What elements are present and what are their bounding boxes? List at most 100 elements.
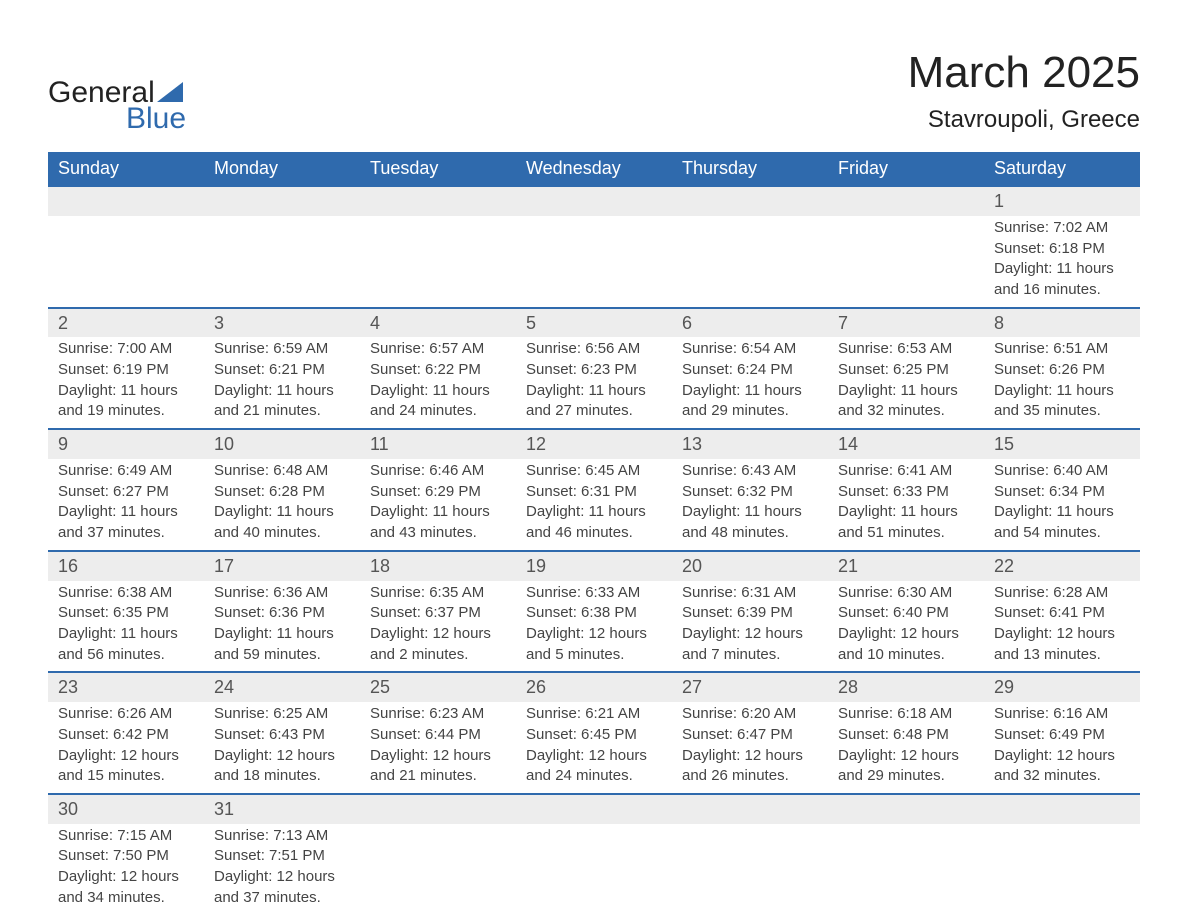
day-number-cell: 15 xyxy=(984,429,1140,459)
day-number-cell: 25 xyxy=(360,672,516,702)
day-number-cell: 2 xyxy=(48,308,204,338)
weekday-header: Friday xyxy=(828,152,984,186)
day-data-cell: Sunrise: 6:51 AMSunset: 6:26 PMDaylight:… xyxy=(984,337,1140,429)
daylight-line: Daylight: 11 hours and 43 minutes. xyxy=(370,502,506,543)
day-data-cell xyxy=(516,216,672,308)
day-number-cell: 21 xyxy=(828,551,984,581)
day-number-cell: 8 xyxy=(984,308,1140,338)
day-number-cell xyxy=(48,186,204,216)
daylight-line: Daylight: 12 hours and 15 minutes. xyxy=(58,746,194,787)
daylight-line: Daylight: 12 hours and 5 minutes. xyxy=(526,624,662,665)
day-number-cell: 3 xyxy=(204,308,360,338)
sunset-line: Sunset: 6:45 PM xyxy=(526,725,662,746)
sunrise-line: Sunrise: 6:31 AM xyxy=(682,583,818,604)
calendar-header-row: SundayMondayTuesdayWednesdayThursdayFrid… xyxy=(48,152,1140,186)
sunset-line: Sunset: 6:47 PM xyxy=(682,725,818,746)
day-number-cell: 18 xyxy=(360,551,516,581)
daylight-line: Daylight: 12 hours and 26 minutes. xyxy=(682,746,818,787)
weekday-header: Saturday xyxy=(984,152,1140,186)
daylight-line: Daylight: 11 hours and 32 minutes. xyxy=(838,381,974,422)
daylight-line: Daylight: 11 hours and 21 minutes. xyxy=(214,381,350,422)
daylight-line: Daylight: 12 hours and 2 minutes. xyxy=(370,624,506,665)
sunrise-line: Sunrise: 6:35 AM xyxy=(370,583,506,604)
daylight-line: Daylight: 11 hours and 29 minutes. xyxy=(682,381,818,422)
sunrise-line: Sunrise: 6:26 AM xyxy=(58,704,194,725)
sunrise-line: Sunrise: 6:43 AM xyxy=(682,461,818,482)
sunset-line: Sunset: 6:36 PM xyxy=(214,603,350,624)
daylight-line: Daylight: 11 hours and 35 minutes. xyxy=(994,381,1130,422)
sunrise-line: Sunrise: 6:54 AM xyxy=(682,339,818,360)
sunrise-line: Sunrise: 6:28 AM xyxy=(994,583,1130,604)
day-number-cell: 31 xyxy=(204,794,360,824)
day-number-cell: 28 xyxy=(828,672,984,702)
sunset-line: Sunset: 6:43 PM xyxy=(214,725,350,746)
daylight-line: Daylight: 11 hours and 51 minutes. xyxy=(838,502,974,543)
day-number-cell: 29 xyxy=(984,672,1140,702)
day-number-row: 2345678 xyxy=(48,308,1140,338)
daylight-line: Daylight: 11 hours and 40 minutes. xyxy=(214,502,350,543)
day-data-cell: Sunrise: 6:59 AMSunset: 6:21 PMDaylight:… xyxy=(204,337,360,429)
sunset-line: Sunset: 6:38 PM xyxy=(526,603,662,624)
day-number-cell: 13 xyxy=(672,429,828,459)
day-data-cell xyxy=(984,824,1140,915)
day-data-cell: Sunrise: 6:28 AMSunset: 6:41 PMDaylight:… xyxy=(984,581,1140,673)
sunset-line: Sunset: 6:32 PM xyxy=(682,482,818,503)
day-data-cell xyxy=(672,824,828,915)
daylight-line: Daylight: 11 hours and 27 minutes. xyxy=(526,381,662,422)
sunrise-line: Sunrise: 6:21 AM xyxy=(526,704,662,725)
day-data-cell: Sunrise: 6:38 AMSunset: 6:35 PMDaylight:… xyxy=(48,581,204,673)
page-title: March 2025 xyxy=(908,48,1140,98)
sunrise-line: Sunrise: 7:02 AM xyxy=(994,218,1130,239)
day-data-cell: Sunrise: 6:54 AMSunset: 6:24 PMDaylight:… xyxy=(672,337,828,429)
sunset-line: Sunset: 6:23 PM xyxy=(526,360,662,381)
daylight-line: Daylight: 12 hours and 18 minutes. xyxy=(214,746,350,787)
sunrise-line: Sunrise: 6:53 AM xyxy=(838,339,974,360)
day-number-cell xyxy=(984,794,1140,824)
sunset-line: Sunset: 6:24 PM xyxy=(682,360,818,381)
daylight-line: Daylight: 12 hours and 34 minutes. xyxy=(58,867,194,908)
day-number-cell: 20 xyxy=(672,551,828,581)
day-number-cell: 12 xyxy=(516,429,672,459)
sunset-line: Sunset: 6:27 PM xyxy=(58,482,194,503)
sunset-line: Sunset: 6:18 PM xyxy=(994,239,1130,260)
sunset-line: Sunset: 7:50 PM xyxy=(58,846,194,867)
sunset-line: Sunset: 6:22 PM xyxy=(370,360,506,381)
day-data-cell: Sunrise: 6:18 AMSunset: 6:48 PMDaylight:… xyxy=(828,702,984,794)
day-data-row: Sunrise: 7:15 AMSunset: 7:50 PMDaylight:… xyxy=(48,824,1140,915)
sunrise-line: Sunrise: 6:45 AM xyxy=(526,461,662,482)
day-number-cell xyxy=(672,186,828,216)
sunset-line: Sunset: 6:39 PM xyxy=(682,603,818,624)
day-data-cell: Sunrise: 6:25 AMSunset: 6:43 PMDaylight:… xyxy=(204,702,360,794)
daylight-line: Daylight: 11 hours and 48 minutes. xyxy=(682,502,818,543)
weekday-header: Thursday xyxy=(672,152,828,186)
day-number-cell xyxy=(204,186,360,216)
day-number-row: 3031 xyxy=(48,794,1140,824)
daylight-line: Daylight: 12 hours and 32 minutes. xyxy=(994,746,1130,787)
daylight-line: Daylight: 11 hours and 16 minutes. xyxy=(994,259,1130,300)
sunset-line: Sunset: 6:49 PM xyxy=(994,725,1130,746)
day-data-cell xyxy=(360,216,516,308)
day-number-cell: 5 xyxy=(516,308,672,338)
daylight-line: Daylight: 11 hours and 37 minutes. xyxy=(58,502,194,543)
day-data-cell: Sunrise: 6:33 AMSunset: 6:38 PMDaylight:… xyxy=(516,581,672,673)
sunrise-line: Sunrise: 6:51 AM xyxy=(994,339,1130,360)
daylight-line: Daylight: 11 hours and 24 minutes. xyxy=(370,381,506,422)
day-number-cell: 22 xyxy=(984,551,1140,581)
page-header: General Blue March 2025 Stavroupoli, Gre… xyxy=(48,48,1140,136)
sunrise-line: Sunrise: 6:40 AM xyxy=(994,461,1130,482)
day-number-cell: 9 xyxy=(48,429,204,459)
sunrise-line: Sunrise: 6:41 AM xyxy=(838,461,974,482)
day-data-cell: Sunrise: 7:13 AMSunset: 7:51 PMDaylight:… xyxy=(204,824,360,915)
day-data-cell: Sunrise: 6:26 AMSunset: 6:42 PMDaylight:… xyxy=(48,702,204,794)
day-data-cell xyxy=(360,824,516,915)
day-number-cell: 6 xyxy=(672,308,828,338)
day-number-cell: 14 xyxy=(828,429,984,459)
sunset-line: Sunset: 6:34 PM xyxy=(994,482,1130,503)
day-number-cell xyxy=(516,794,672,824)
day-data-cell: Sunrise: 6:49 AMSunset: 6:27 PMDaylight:… xyxy=(48,459,204,551)
day-data-cell xyxy=(204,216,360,308)
day-number-row: 23242526272829 xyxy=(48,672,1140,702)
sunset-line: Sunset: 6:40 PM xyxy=(838,603,974,624)
sunrise-line: Sunrise: 7:13 AM xyxy=(214,826,350,847)
sunset-line: Sunset: 6:31 PM xyxy=(526,482,662,503)
